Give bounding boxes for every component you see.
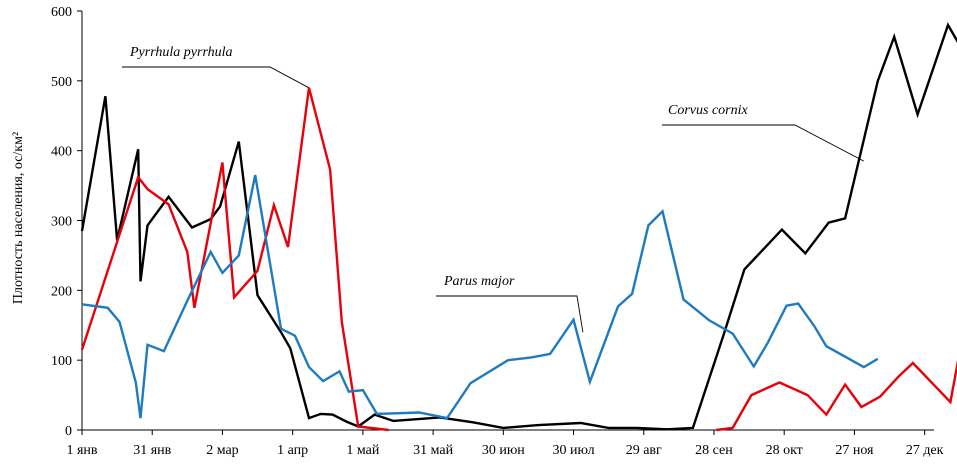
x-tick-label: 2 мар	[206, 443, 238, 458]
series-line	[80, 22, 957, 431]
annotation-leader	[122, 66, 310, 89]
x-tick-label: 28 сен	[695, 443, 733, 458]
x-tick-label: 27 дек	[906, 443, 944, 458]
x-tick-label: 30 июл	[552, 443, 594, 458]
x-tick-label: 30 июн	[482, 443, 525, 458]
series-line	[81, 174, 879, 420]
annotation: Corvus cornix	[662, 103, 865, 162]
y-tick-label: 300	[51, 215, 72, 230]
x-tick-label: 1 май	[346, 443, 379, 458]
y-tick-label: 100	[51, 354, 72, 369]
y-tick-label: 400	[51, 145, 72, 160]
x-tick-label: 27 ноя	[835, 443, 874, 458]
x-tick-label: 31 янв	[133, 443, 171, 458]
x-tick-label: 1 апр	[277, 443, 308, 458]
y-tick-label: 500	[51, 75, 72, 90]
annotation-leader	[436, 295, 584, 333]
series-layer	[80, 22, 957, 432]
annotation-leader	[662, 124, 865, 162]
annotations: Pyrrhula pyrrhula Corvus cornix Parus majo…	[122, 45, 865, 333]
x-axis: 1 янв 31 янв 2 мар 1 апр 1 май 31 май 30 июн 30…	[66, 429, 944, 458]
annotation: Parus major	[436, 274, 584, 333]
series-corvus-cornix	[80, 22, 957, 431]
series-line	[716, 359, 957, 432]
x-tick-label: 28 окт	[766, 443, 803, 458]
y-tick-label: 600	[51, 5, 72, 20]
annotation-label: Parus major	[443, 274, 515, 289]
series-line	[80, 87, 389, 432]
series-parus-major	[81, 174, 879, 420]
y-axis: 0 100 200 300 400 500 600	[51, 5, 83, 439]
x-tick-label: 1 янв	[66, 443, 97, 458]
series-pyrrhula-pyrrhula	[80, 87, 957, 432]
y-axis-title: Плотность населения, ос/км²	[11, 132, 26, 304]
annotation-label: Pyrrhula pyrrhula	[129, 45, 233, 60]
annotation-label: Corvus cornix	[668, 103, 749, 118]
y-tick-label: 200	[51, 284, 72, 299]
x-tick-label: 29 авг	[626, 443, 662, 458]
annotation: Pyrrhula pyrrhula	[122, 45, 310, 89]
y-tick-label: 0	[65, 424, 72, 439]
x-tick-label: 31 май	[413, 443, 453, 458]
